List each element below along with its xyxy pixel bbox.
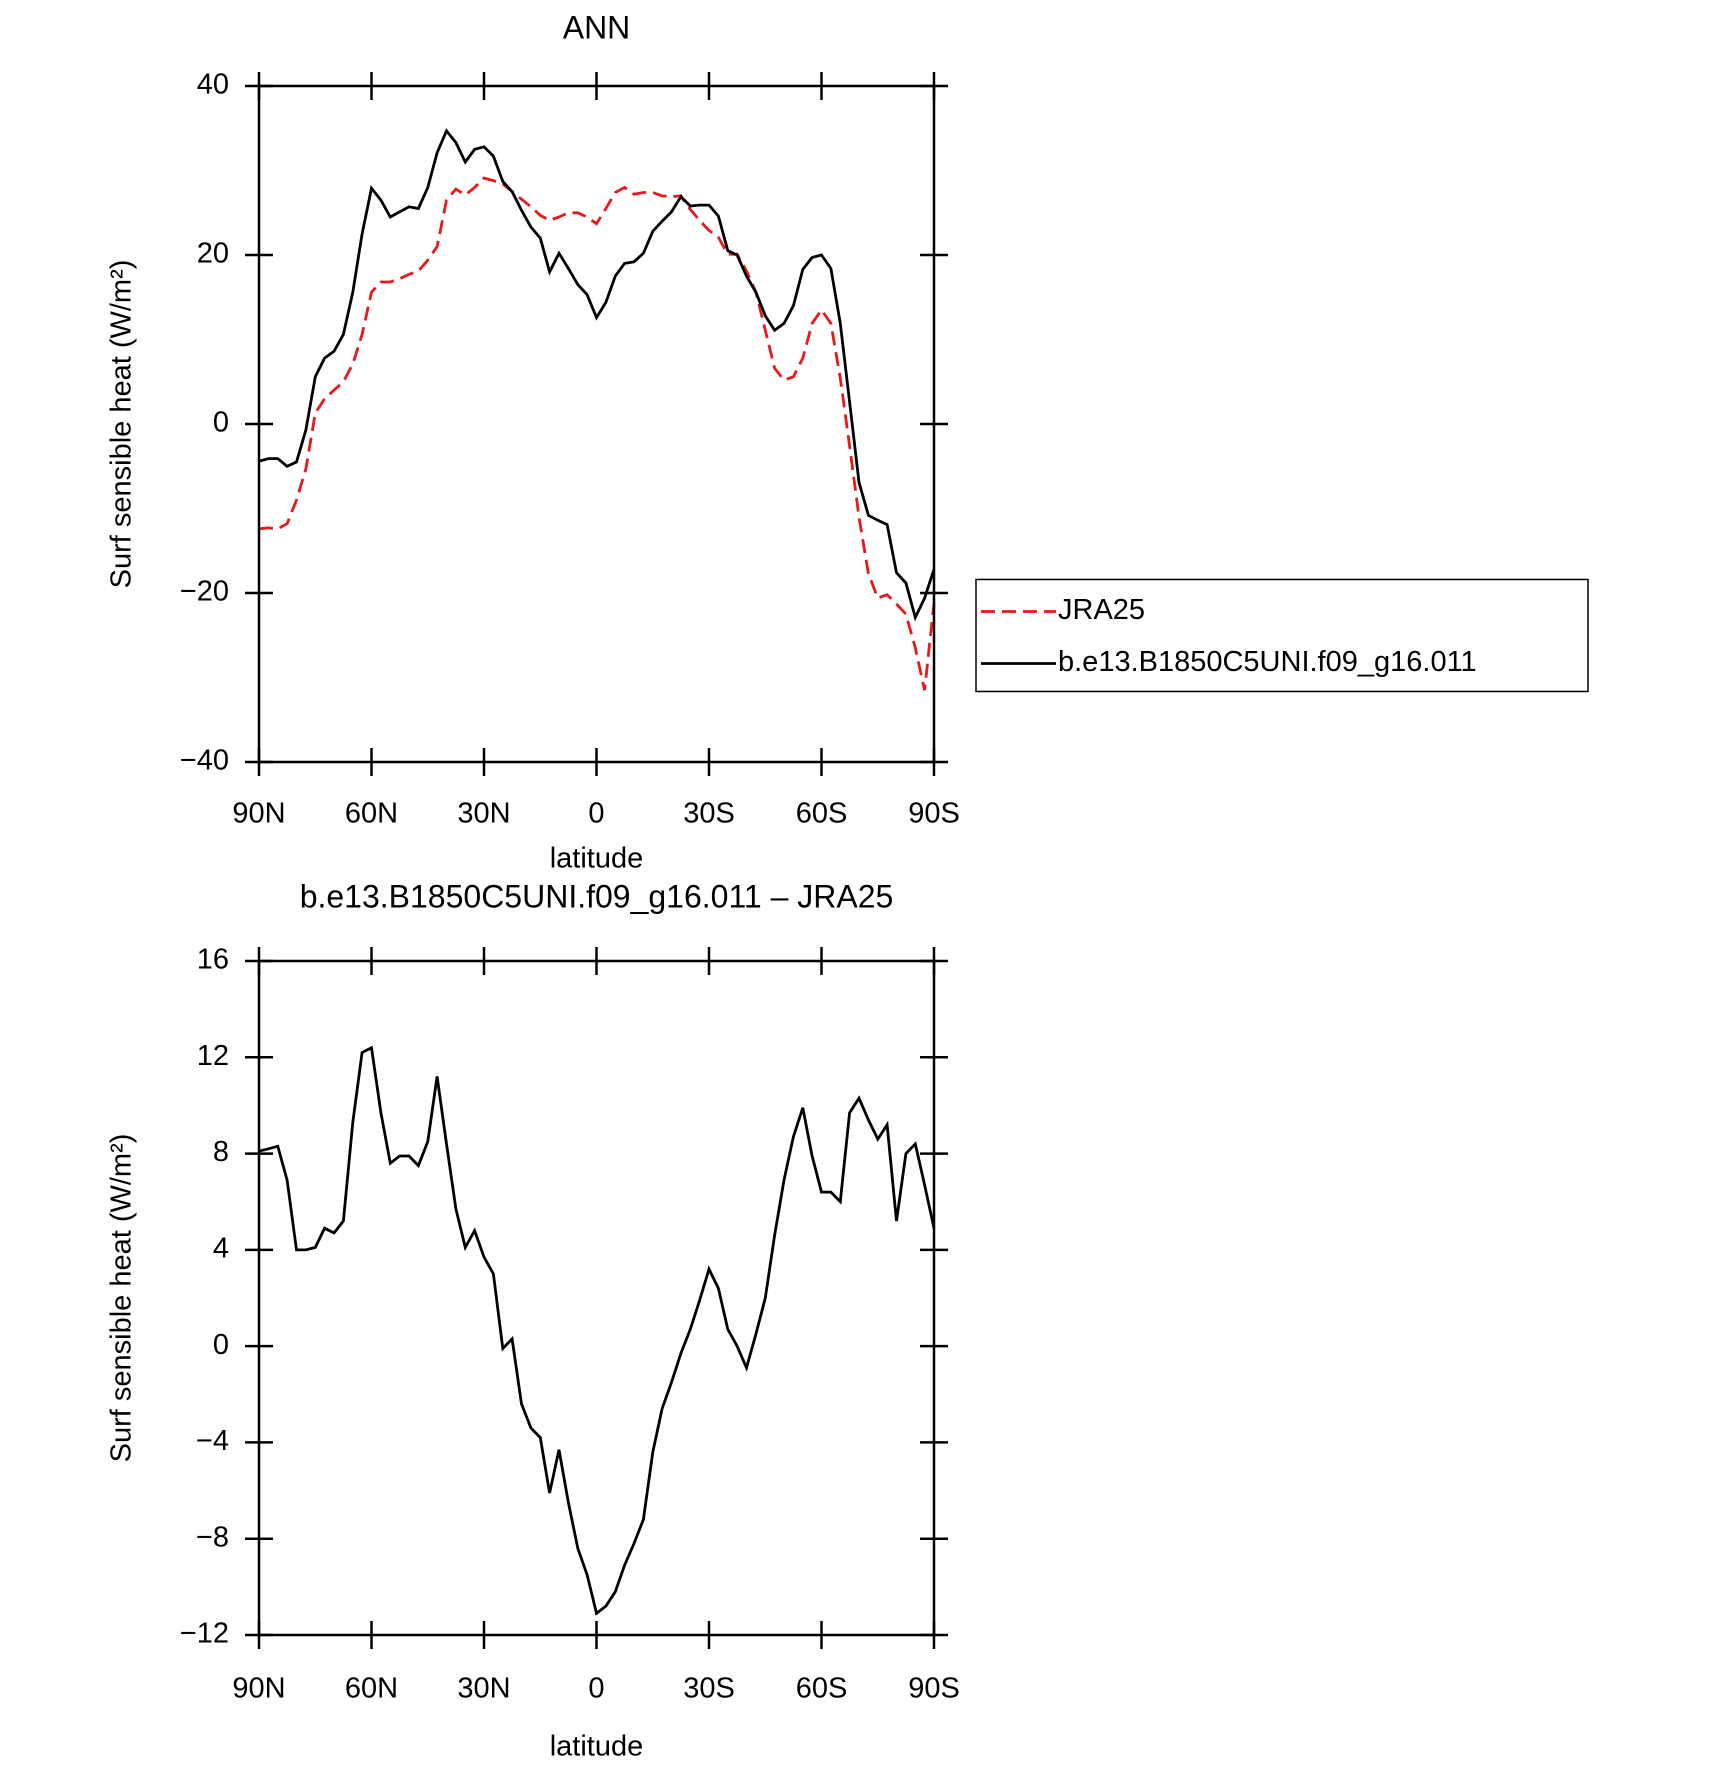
y-tick-label: −12 bbox=[180, 1618, 229, 1650]
y-tick-label: −8 bbox=[196, 1521, 229, 1553]
y-tick-label: 12 bbox=[197, 1040, 229, 1072]
y-tick-label: −40 bbox=[180, 745, 229, 777]
x-tick-label: 90S bbox=[908, 1673, 960, 1705]
y-tick-label: −4 bbox=[196, 1425, 229, 1457]
y-axis-label: Surf sensible heat (W/m²) bbox=[106, 1134, 138, 1463]
data-line bbox=[258, 128, 936, 622]
x-tick-label: 30N bbox=[457, 798, 510, 830]
y-tick-label: 0 bbox=[213, 407, 229, 439]
x-tick-label: 30N bbox=[457, 1673, 510, 1705]
y-tick-label: 20 bbox=[197, 238, 229, 270]
x-axis-label: latitude bbox=[550, 843, 644, 875]
x-tick-label: 90S bbox=[908, 798, 960, 830]
legend-label: b.e13.B1850C5UNI.f09_g16.011 bbox=[1058, 646, 1477, 678]
y-tick-label: 0 bbox=[213, 1329, 229, 1361]
x-tick-label: 90N bbox=[232, 798, 285, 830]
x-tick-label: 0 bbox=[588, 1673, 604, 1705]
x-tick-label: 60N bbox=[345, 1673, 398, 1705]
y-axis-label: Surf sensible heat (W/m²) bbox=[106, 260, 138, 589]
y-tick-label: 40 bbox=[197, 69, 229, 101]
x-axis-label: latitude bbox=[550, 1731, 644, 1763]
chart-title: ANN bbox=[563, 9, 631, 45]
y-tick-label: 8 bbox=[213, 1136, 229, 1168]
legend-label: JRA25 bbox=[1058, 594, 1145, 626]
x-tick-label: 60S bbox=[796, 1673, 848, 1705]
y-tick-label: 16 bbox=[197, 944, 229, 976]
x-tick-label: 90N bbox=[232, 1673, 285, 1705]
chart-title: b.e13.B1850C5UNI.f09_g16.011 – JRA25 bbox=[300, 878, 894, 914]
y-tick-label: 4 bbox=[213, 1233, 229, 1265]
legend-box bbox=[975, 578, 1589, 693]
plot-frame bbox=[257, 84, 936, 764]
x-tick-label: 30S bbox=[683, 798, 735, 830]
plot-frame bbox=[257, 959, 936, 1637]
data-line bbox=[258, 1045, 936, 1616]
data-line bbox=[258, 176, 936, 691]
x-tick-label: 30S bbox=[683, 1673, 735, 1705]
x-tick-label: 60N bbox=[345, 798, 398, 830]
x-tick-label: 60S bbox=[796, 798, 848, 830]
y-tick-label: −20 bbox=[180, 576, 229, 608]
x-tick-label: 0 bbox=[588, 798, 604, 830]
